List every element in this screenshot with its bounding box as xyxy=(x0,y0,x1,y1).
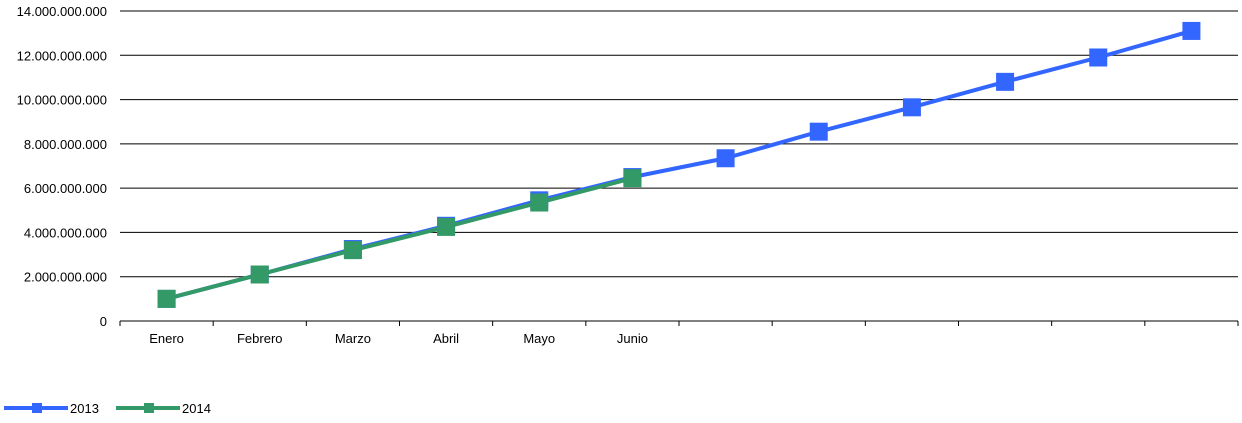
y-tick-label: 8.000.000.000 xyxy=(24,137,107,152)
y-tick-label: 2.000.000.000 xyxy=(24,270,107,285)
x-tick-label: Junio xyxy=(617,331,648,346)
y-tick-label: 14.000.000.000 xyxy=(17,4,107,19)
data-point-2014 xyxy=(157,289,176,308)
data-point-2014 xyxy=(623,169,642,188)
legend-marker-2013 xyxy=(32,403,42,413)
data-point-2014 xyxy=(343,241,362,260)
y-tick-label: 0 xyxy=(100,314,107,329)
legend-marker-2014 xyxy=(144,403,154,413)
legend-label: 2014 xyxy=(182,401,211,416)
x-tick-label: Mayo xyxy=(523,331,555,346)
y-tick-label: 10.000.000.000 xyxy=(17,93,107,108)
data-point-2014 xyxy=(250,265,269,284)
data-point-2013 xyxy=(996,72,1015,91)
data-point-2013 xyxy=(716,149,735,168)
data-point-2014 xyxy=(437,217,456,236)
data-point-2013 xyxy=(902,98,921,117)
x-tick-label: Marzo xyxy=(335,331,371,346)
data-point-2013 xyxy=(1182,21,1201,40)
data-point-2014 xyxy=(530,193,549,212)
x-tick-label: Abril xyxy=(433,331,459,346)
data-point-2013 xyxy=(1089,48,1108,67)
x-tick-label: Enero xyxy=(149,331,184,346)
y-tick-label: 6.000.000.000 xyxy=(24,181,107,196)
series-line-2014 xyxy=(166,176,633,301)
data-point-2013 xyxy=(809,122,828,141)
x-tick-label: Febrero xyxy=(237,331,283,346)
y-tick-label: 12.000.000.000 xyxy=(17,48,107,63)
legend-label: 2013 xyxy=(70,401,99,416)
y-tick-label: 4.000.000.000 xyxy=(24,225,107,240)
